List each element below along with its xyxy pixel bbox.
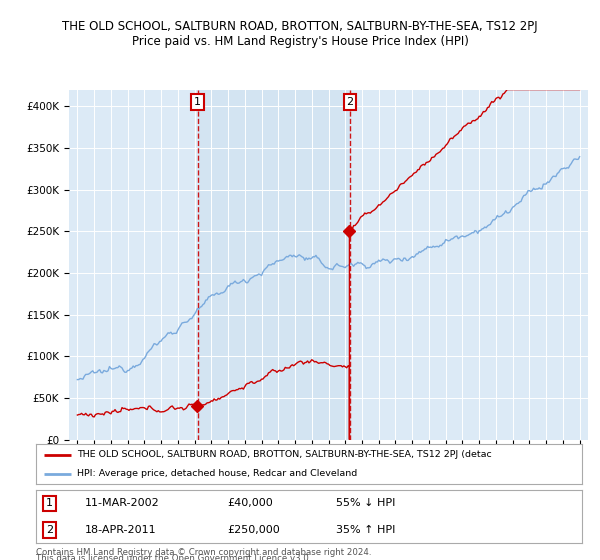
Text: 2: 2	[347, 97, 353, 107]
Text: 11-MAR-2002: 11-MAR-2002	[85, 498, 160, 508]
Text: 1: 1	[46, 498, 53, 508]
Text: THE OLD SCHOOL, SALTBURN ROAD, BROTTON, SALTBURN-BY-THE-SEA, TS12 2PJ (detac: THE OLD SCHOOL, SALTBURN ROAD, BROTTON, …	[77, 450, 492, 459]
Text: Price paid vs. HM Land Registry's House Price Index (HPI): Price paid vs. HM Land Registry's House …	[131, 35, 469, 48]
Text: 2: 2	[46, 525, 53, 535]
Text: £40,000: £40,000	[227, 498, 273, 508]
Text: 18-APR-2011: 18-APR-2011	[85, 525, 157, 535]
Text: THE OLD SCHOOL, SALTBURN ROAD, BROTTON, SALTBURN-BY-THE-SEA, TS12 2PJ: THE OLD SCHOOL, SALTBURN ROAD, BROTTON, …	[62, 20, 538, 32]
Text: 55% ↓ HPI: 55% ↓ HPI	[337, 498, 395, 508]
Text: £250,000: £250,000	[227, 525, 280, 535]
Text: This data is licensed under the Open Government Licence v3.0.: This data is licensed under the Open Gov…	[36, 554, 311, 560]
Text: Contains HM Land Registry data © Crown copyright and database right 2024.: Contains HM Land Registry data © Crown c…	[36, 548, 371, 557]
Text: 35% ↑ HPI: 35% ↑ HPI	[337, 525, 395, 535]
Bar	[198, 90, 350, 440]
Text: 1: 1	[194, 97, 201, 107]
Text: HPI: Average price, detached house, Redcar and Cleveland: HPI: Average price, detached house, Redc…	[77, 469, 357, 478]
